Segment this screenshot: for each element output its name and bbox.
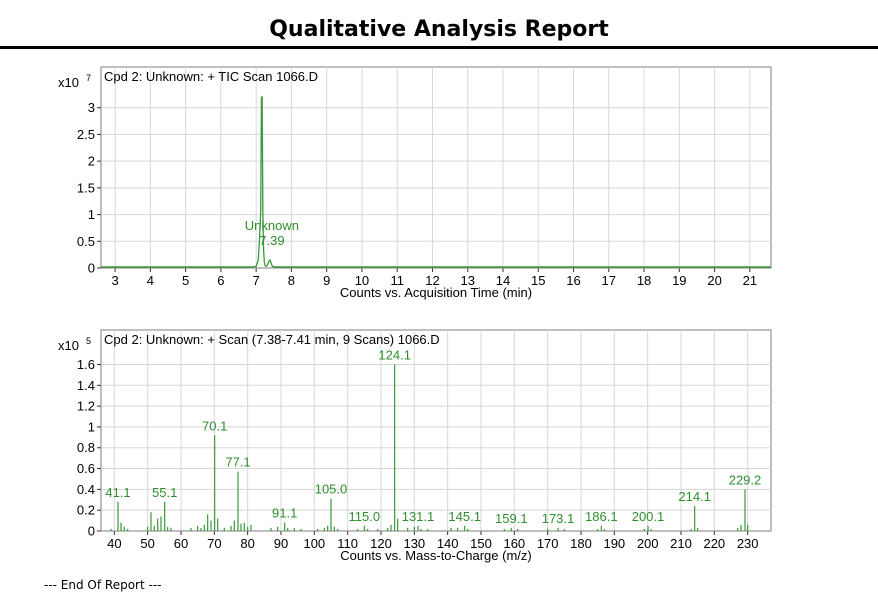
x-tick-label: 5 — [182, 273, 189, 288]
y-tick-label: 1.6 — [77, 357, 95, 372]
y-tick-label: 3 — [88, 100, 95, 115]
x-axis-label: Counts vs. Acquisition Time (min) — [340, 285, 532, 300]
tic-trace — [101, 96, 771, 268]
peak-label: 105.0 — [315, 482, 348, 497]
peak-label: 173.1 — [542, 511, 575, 526]
y-tick-label: 0.6 — [77, 461, 95, 476]
y-tick-label: 0 — [88, 261, 95, 276]
x-tick-label: 6 — [217, 273, 224, 288]
y-tick-label: 0.4 — [77, 482, 95, 497]
report-footer: --- End Of Report --- — [44, 578, 162, 592]
y-tick-label: 0 — [88, 524, 95, 539]
x-tick-label: 60 — [174, 536, 188, 551]
y-tick-label: 1 — [88, 419, 95, 434]
x-tick-label: 180 — [570, 536, 592, 551]
x-tick-label: 7 — [253, 273, 260, 288]
y-tick-label: 1.4 — [77, 378, 95, 393]
peak-label: 91.1 — [272, 506, 297, 521]
x-tick-label: 10 — [355, 273, 369, 288]
x-tick-label: 190 — [603, 536, 625, 551]
x-tick-label: 8 — [288, 273, 295, 288]
y-tick-label: 2 — [88, 154, 95, 169]
peak-label: 77.1 — [225, 455, 250, 470]
y-tick-label: 0.8 — [77, 440, 95, 455]
x-tick-label: 20 — [707, 273, 721, 288]
peak-label: 131.1 — [402, 509, 435, 524]
x-tick-label: 70 — [207, 536, 221, 551]
x-tick-label: 19 — [672, 273, 686, 288]
x-tick-label: 100 — [303, 536, 325, 551]
y-tick-label: 1.2 — [77, 399, 95, 414]
x-tick-label: 12 — [425, 273, 439, 288]
x-tick-label: 14 — [496, 273, 510, 288]
x-tick-label: 4 — [147, 273, 154, 288]
y-multiplier-exponent: 5 — [86, 336, 91, 346]
y-tick-label: 1.5 — [77, 180, 95, 195]
peak-label: 186.1 — [585, 509, 618, 524]
y-tick-label: 0.2 — [77, 503, 95, 518]
x-tick-label: 140 — [437, 536, 459, 551]
x-tick-label: 3 — [111, 273, 118, 288]
y-tick-label: 2.5 — [77, 127, 95, 142]
peak-label: 229.2 — [729, 472, 762, 487]
x-tick-label: 16 — [566, 273, 580, 288]
x-tick-label: 230 — [737, 536, 759, 551]
x-tick-label: 80 — [240, 536, 254, 551]
plot-frame — [100, 329, 772, 532]
x-tick-label: 11 — [390, 273, 404, 288]
chart-title: Cpd 2: Unknown: + Scan (7.38-7.41 min, 9… — [104, 332, 440, 347]
title-rule — [0, 46, 878, 49]
peak-annotation: Unknown — [245, 218, 299, 233]
x-tick-label: 220 — [703, 536, 725, 551]
x-tick-label: 13 — [461, 273, 475, 288]
x-tick-label: 110 — [337, 536, 358, 551]
x-axis-label: Counts vs. Mass-to-Charge (m/z) — [340, 548, 531, 563]
y-tick-label: 0.5 — [77, 234, 95, 249]
peak-label: 55.1 — [152, 485, 177, 500]
x-tick-label: 160 — [503, 536, 525, 551]
x-tick-label: 90 — [274, 536, 288, 551]
tic-chart: 3 4 5 6 7 8 9 10 11 12 13 14 15 16 17 18 19 20 21 0 0.5 1 1.5 2… — [58, 66, 772, 300]
y-multiplier-exponent: 7 — [86, 73, 91, 83]
x-tick-label: 18 — [637, 273, 651, 288]
x-tick-label: 21 — [743, 273, 757, 288]
x-tick-label: 210 — [670, 536, 692, 551]
chart-title: Cpd 2: Unknown: + TIC Scan 1066.D — [104, 69, 318, 84]
peak-label: 115.0 — [349, 509, 381, 524]
x-tick-label: 120 — [370, 536, 392, 551]
y-multiplier: x10 — [58, 338, 79, 353]
x-tick-label: 50 — [140, 536, 154, 551]
peak-label: 159.1 — [495, 511, 528, 526]
peak-label: 41.1 — [105, 485, 130, 500]
peak-label: 70.1 — [202, 418, 227, 433]
peak-label: 200.1 — [632, 509, 665, 524]
x-tick-label: 150 — [470, 536, 492, 551]
x-tick-label: 17 — [602, 273, 616, 288]
peak-label: 214.1 — [678, 489, 711, 504]
x-tick-label: 9 — [323, 273, 330, 288]
plot-frame — [100, 66, 772, 269]
report-title: Qualitative Analysis Report — [269, 17, 609, 42]
peak-label: 124.1 — [378, 347, 411, 362]
x-tick-label: 40 — [107, 536, 121, 551]
peak-label: 145.1 — [448, 509, 481, 524]
peak-annotation: 7.39 — [259, 233, 284, 248]
x-tick-label: 170 — [537, 536, 559, 551]
x-tick-label: 200 — [637, 536, 659, 551]
y-tick-label: 1 — [88, 207, 95, 222]
mass-spectrum-chart: 40 50 60 70 80 90 100 110 120 130 140 150 160 170 180 1… — [58, 329, 772, 563]
x-tick-label: 15 — [531, 273, 545, 288]
x-tick-label: 130 — [403, 536, 425, 551]
y-multiplier: x10 — [58, 75, 79, 90]
